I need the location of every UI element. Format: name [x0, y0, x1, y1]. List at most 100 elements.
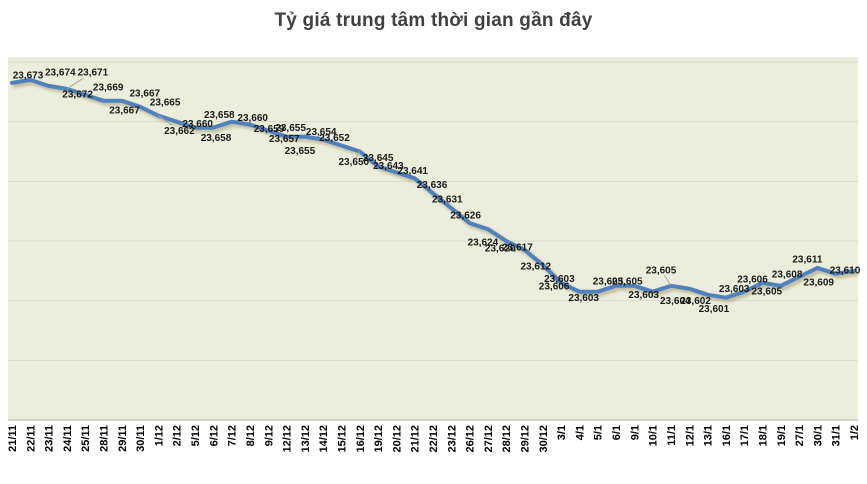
data-point-label: 23,671	[78, 67, 109, 78]
data-point-label: 23,669	[93, 82, 124, 93]
x-axis-label: 9/1	[629, 425, 641, 440]
data-point-label: 23,665	[150, 97, 181, 108]
data-point-label: 23,674	[45, 67, 76, 78]
x-axis-label: 26/12	[465, 425, 477, 453]
x-axis-label: 13/1	[703, 425, 715, 446]
x-axis-label: 24/11	[62, 425, 74, 452]
chart-title: Tỷ giá trung tâm thời gian gần đây	[274, 10, 593, 31]
x-axis-label: 30/1	[812, 425, 824, 446]
data-point-label: 23,609	[803, 277, 834, 288]
x-axis-label: 27/12	[483, 425, 495, 453]
x-axis-label: 23/12	[446, 425, 458, 453]
label-leader-line	[158, 115, 173, 126]
data-point-label: 23,659	[254, 124, 285, 135]
x-axis-label: 19/1	[776, 425, 788, 446]
data-point-label: 23,643	[373, 161, 404, 172]
x-axis-label: 8/12	[245, 425, 257, 446]
data-point-label: 23,655	[275, 123, 306, 134]
x-axis-label: 6/12	[208, 425, 220, 446]
x-axis-label: 22/11	[25, 425, 37, 452]
data-point-label: 23,605	[646, 265, 677, 276]
x-axis-label: 20/12	[391, 425, 403, 453]
x-axis-label: 7/12	[227, 425, 239, 446]
data-point-label: 23,641	[397, 166, 428, 177]
data-point-label: 23,603	[628, 290, 659, 301]
data-point-label: 23,603	[719, 284, 750, 295]
x-axis-label: 19/12	[373, 425, 385, 453]
x-axis-label: 2/12	[172, 425, 184, 446]
data-point-label: 23,660	[182, 119, 213, 130]
x-axis-label: 5/1	[593, 425, 605, 440]
label-leader-line	[355, 151, 361, 159]
data-point-label: 23,605	[752, 286, 783, 297]
data-point-label: 23,631	[432, 195, 463, 206]
x-axis-label: 31/1	[831, 425, 843, 446]
x-axis-label: 14/12	[318, 425, 330, 453]
x-axis-label: 1/12	[153, 425, 165, 446]
data-point-label: 23,652	[319, 133, 350, 144]
x-axis-label: 21/11	[7, 425, 19, 452]
data-point-label: 23,672	[62, 89, 93, 100]
data-point-label: 23,658	[201, 133, 232, 144]
x-axis-label: 30/12	[538, 425, 550, 453]
x-axis-label: 16/1	[721, 425, 733, 446]
data-point-label: 23,605	[593, 276, 624, 287]
x-axis-label: 6/1	[611, 425, 623, 440]
data-point-label: 23,662	[164, 126, 195, 137]
data-point-label: 23,636	[417, 180, 448, 191]
label-leader-line	[664, 275, 672, 287]
data-point-label: 23,605	[612, 276, 643, 287]
x-axis-label: 15/12	[337, 425, 349, 453]
x-axis-label: 4/1	[574, 425, 586, 440]
data-point-label: 23,603	[568, 293, 599, 304]
data-point-label: 23,657	[269, 134, 300, 145]
x-axis-label: 29/12	[520, 425, 532, 453]
x-axis-label: 11/1	[666, 425, 678, 446]
x-axis-label: 12/12	[282, 425, 294, 453]
x-axis-label: 10/1	[648, 425, 660, 446]
data-point-label: 23,601	[699, 304, 730, 315]
x-axis-label: 30/11	[135, 425, 147, 452]
data-point-label: 23,610	[830, 265, 861, 276]
data-point-label: 23,667	[130, 88, 161, 99]
data-point-label: 23,620	[485, 244, 516, 255]
plot-area	[8, 57, 858, 420]
data-point-label: 23,660	[237, 113, 268, 124]
data-point-label: 23,667	[109, 105, 140, 116]
data-point-label: 23,645	[363, 153, 394, 164]
data-point-label: 23,673	[13, 70, 44, 81]
x-axis-label: 21/12	[410, 425, 422, 453]
data-point-label: 23,612	[521, 261, 552, 272]
data-point-label: 23,650	[339, 157, 370, 168]
x-axis-label: 5/12	[190, 425, 202, 446]
data-point-label: 23,606	[737, 274, 768, 285]
data-point-label: 23,608	[772, 269, 803, 280]
data-point-label: 23,654	[306, 127, 337, 138]
data-point-label: 23,655	[285, 146, 316, 157]
x-axis-label: 13/12	[300, 425, 312, 453]
x-axis-label: 1/2	[849, 425, 861, 440]
x-axis-label: 16/12	[355, 425, 367, 453]
x-axis-label: 22/12	[428, 425, 440, 453]
data-point-label: 23,626	[450, 211, 481, 222]
x-axis-label: 18/1	[758, 425, 770, 446]
x-axis-label: 12/1	[684, 425, 696, 446]
data-point-label: 23,604	[660, 296, 691, 307]
x-axis-label: 23/11	[44, 425, 56, 452]
x-axis-label: 9/12	[263, 425, 275, 446]
data-point-label: 23,611	[792, 254, 822, 265]
data-point-label: 23,606	[539, 281, 570, 292]
x-axis-label: 28/12	[501, 425, 513, 453]
data-point-label: 23,603	[544, 274, 575, 285]
data-point-label: 23,624	[468, 238, 499, 249]
series-line	[10, 77, 856, 300]
data-point-label: 23,658	[204, 110, 235, 121]
data-point-label: 23,617	[502, 242, 533, 253]
x-axis-label: 29/11	[117, 425, 129, 452]
x-axis-label: 28/11	[99, 425, 111, 452]
x-axis-label: 25/11	[80, 425, 92, 452]
data-point-label: 23,602	[680, 296, 711, 307]
label-leader-line	[66, 77, 85, 90]
